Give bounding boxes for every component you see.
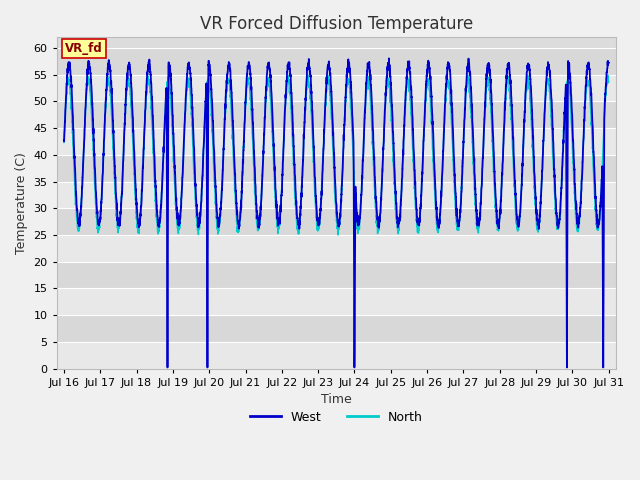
Legend: West, North: West, North	[244, 406, 428, 429]
Y-axis label: Temperature (C): Temperature (C)	[15, 152, 28, 254]
Bar	[57, 208, 616, 235]
Bar	[57, 342, 616, 369]
Text: VR_fd: VR_fd	[65, 42, 103, 55]
X-axis label: Time: Time	[321, 393, 352, 406]
Bar	[57, 288, 616, 315]
Bar	[57, 75, 616, 101]
Bar	[57, 262, 616, 288]
Bar	[57, 48, 616, 75]
Bar	[57, 128, 616, 155]
Bar	[57, 181, 616, 208]
Bar	[57, 315, 616, 342]
Title: VR Forced Diffusion Temperature: VR Forced Diffusion Temperature	[200, 15, 473, 33]
Bar	[57, 101, 616, 128]
Bar	[57, 235, 616, 262]
Bar	[57, 155, 616, 181]
